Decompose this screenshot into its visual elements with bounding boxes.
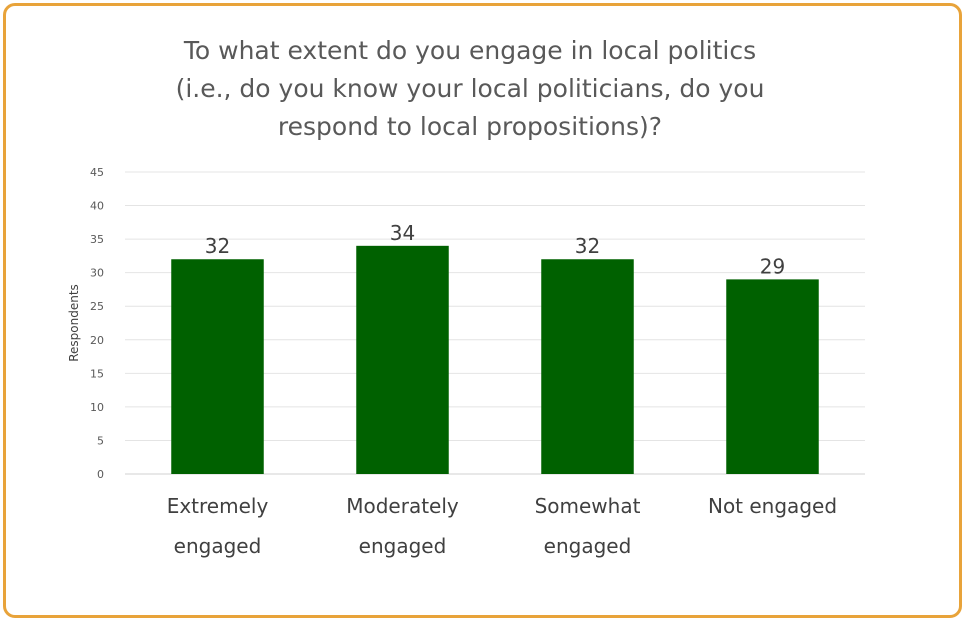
- y-tick-label-25: 25: [90, 300, 104, 313]
- x-tick-label-0-0: Extremely: [167, 494, 269, 518]
- chart-title-line-1: To what extent do you engage in local po…: [183, 36, 757, 65]
- y-tick-label-15: 15: [90, 367, 104, 380]
- data-label-3: 29: [760, 254, 785, 278]
- x-tick-label-2-0: Somewhat: [535, 494, 641, 518]
- bar-3: [726, 279, 819, 474]
- y-tick-label-10: 10: [90, 401, 104, 414]
- y-tick-label-20: 20: [90, 334, 104, 347]
- x-tick-label-3-0: Not engaged: [708, 494, 837, 518]
- data-label-1: 34: [390, 221, 415, 245]
- y-tick-label-5: 5: [97, 434, 104, 447]
- y-tick-label-40: 40: [90, 200, 104, 213]
- bar-0: [171, 259, 264, 474]
- y-tick-label-35: 35: [90, 233, 104, 246]
- bar-1: [356, 245, 449, 474]
- chart-title-line-3: respond to local propositions)?: [277, 112, 663, 141]
- x-tick-label-1-1: engaged: [359, 534, 447, 558]
- y-tick-label-45: 45: [90, 166, 104, 179]
- y-axis-title: Respondents: [67, 284, 81, 362]
- bar-2: [541, 259, 634, 474]
- y-tick-label-30: 30: [90, 267, 104, 280]
- x-tick-label-1-0: Moderately: [346, 494, 459, 518]
- chart-title: To what extent do you engage in local po…: [80, 32, 860, 146]
- x-tick-label-0-1: engaged: [174, 534, 262, 558]
- x-tick-label-2-1: engaged: [544, 534, 632, 558]
- data-label-2: 32: [575, 234, 600, 258]
- chart-title-line-2: (i.e., do you know your local politician…: [175, 74, 765, 103]
- data-label-0: 32: [205, 234, 230, 258]
- y-tick-label-0: 0: [97, 468, 104, 481]
